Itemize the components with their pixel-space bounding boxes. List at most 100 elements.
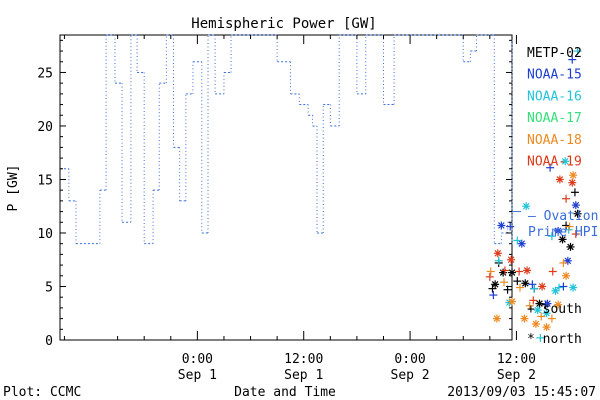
- data-point-noaa-19: [538, 282, 547, 291]
- y-tick-label: 15: [37, 173, 53, 188]
- satellite-points: [485, 47, 582, 342]
- legend-entry-noaa-16: NOAA-16: [527, 89, 582, 104]
- marker-stroke: [561, 157, 569, 165]
- legend-entry-noaa-15: NOAA-15: [527, 68, 582, 83]
- ovation-series: [60, 34, 513, 246]
- marker-legend-south: + south: [527, 302, 582, 317]
- data-point-noaa-15: [506, 222, 515, 231]
- y-tick-label: 5: [45, 280, 53, 295]
- marker-legend-north: * north: [527, 332, 582, 347]
- legend-entry-noaa-17: NOAA-17: [527, 111, 582, 126]
- data-point-noaa-19: [562, 194, 571, 203]
- data-point-metp-02: [513, 277, 522, 286]
- data-point-noaa-18: [542, 323, 551, 332]
- y-tick-label: 25: [37, 66, 53, 81]
- plot-frame: [59, 34, 513, 341]
- marker-stroke: [536, 300, 543, 307]
- x-axis-label: Date and Time: [234, 385, 336, 400]
- data-point-noaa-16: [513, 236, 522, 245]
- x-tick-day: Sep 1: [284, 368, 323, 383]
- marker-stroke: [508, 298, 516, 305]
- data-point-noaa-19: [568, 178, 577, 187]
- data-point-noaa-16: [569, 283, 578, 292]
- data-point-noaa-16: [554, 283, 563, 292]
- marker-stroke: [494, 250, 502, 257]
- data-point-noaa-16: [530, 284, 539, 293]
- marker-stroke: [518, 240, 526, 247]
- marker-stroke: [554, 301, 562, 308]
- data-point-noaa-18: [554, 300, 563, 309]
- data-point-metp-02: [573, 209, 582, 218]
- x-tick-day: Sep 2: [391, 368, 430, 383]
- data-point-noaa-15: [546, 163, 555, 172]
- marker-stroke: [569, 171, 577, 179]
- marker-stroke: [543, 323, 550, 331]
- marker-stroke: [508, 269, 516, 276]
- marker-stroke: [521, 279, 529, 287]
- marker-stroke: [559, 236, 566, 243]
- marker-stroke: [493, 315, 501, 322]
- data-point-metp-02: [491, 280, 500, 289]
- data-point-noaa-15: [528, 280, 537, 289]
- x-tick-time: 0:00: [394, 352, 425, 367]
- marker-stroke: [567, 243, 574, 251]
- marker-stroke: [522, 202, 530, 210]
- marker-stroke: [568, 179, 576, 186]
- data-point-noaa-18: [508, 297, 516, 306]
- data-point-noaa-16: [522, 202, 531, 211]
- marker-stroke: [534, 306, 542, 314]
- y-tick-label: 20: [37, 120, 53, 135]
- ovation-label-line1: – Ovation: [528, 209, 598, 224]
- legend: METP-02 NOAA-15 NOAA-16 NOAA-17 NOAA-18 NOAA-…: [527, 46, 582, 170]
- data-point-noaa-15: [497, 221, 506, 230]
- marker-stroke: [562, 272, 570, 280]
- data-point-noaa-18: [531, 319, 540, 328]
- data-point-noaa-19: [571, 230, 580, 239]
- data-point-metp-02: [508, 268, 516, 277]
- y-tick-label: 10: [37, 227, 53, 242]
- data-point-noaa-18: [486, 267, 495, 276]
- data-point-noaa-18: [565, 222, 574, 231]
- ovation-label-line2: Prime HPI: [528, 225, 598, 240]
- marker-stroke: [521, 315, 528, 322]
- marker-stroke: [556, 176, 564, 183]
- data-point-noaa-15: [571, 201, 580, 210]
- data-point-noaa-16: [542, 309, 551, 318]
- data-point-noaa-19: [493, 249, 502, 258]
- marker-stroke: [491, 281, 499, 288]
- chart-title: Hemispheric Power [GW]: [191, 16, 376, 32]
- data-point-metp-02: [535, 299, 544, 308]
- x-tick-time: 12:00: [497, 352, 536, 367]
- data-point-noaa-15: [543, 299, 552, 308]
- data-point-noaa-15: [563, 256, 572, 265]
- data-point-noaa-16: [547, 232, 556, 241]
- data-point-noaa-15: [559, 282, 568, 291]
- data-point-noaa-19: [515, 267, 524, 276]
- data-point-noaa-15: [568, 55, 577, 64]
- marker-stroke: [554, 227, 562, 235]
- x-tick-day: Sep 1: [178, 368, 217, 383]
- data-point-noaa-18: [525, 301, 534, 310]
- data-point-noaa-18: [569, 171, 578, 180]
- data-point-metp-02: [521, 279, 530, 288]
- data-point-noaa-19: [507, 255, 516, 264]
- x-tick-time: 0:00: [182, 352, 213, 367]
- data-point-metp-02: [488, 284, 497, 293]
- data-point-noaa-16: [561, 157, 570, 166]
- legend-entry-noaa-18: NOAA-18: [527, 133, 582, 148]
- marker-stroke: [507, 256, 515, 264]
- data-point-noaa-19: [523, 266, 532, 275]
- marker-stroke: [498, 222, 505, 229]
- data-point-noaa-16: [533, 306, 542, 315]
- data-point-metp-02: [558, 235, 567, 244]
- data-point-noaa-18: [520, 314, 529, 323]
- data-point-noaa-19: [548, 267, 557, 276]
- data-point-metp-02: [562, 221, 571, 230]
- y-axis: 0 5 10 15 20 25: [37, 39, 512, 349]
- data-point-noaa-18: [562, 271, 571, 280]
- x-tick-day: Sep 2: [497, 368, 536, 383]
- data-point-noaa-15: [517, 239, 526, 248]
- data-point-metp-02: [570, 188, 579, 197]
